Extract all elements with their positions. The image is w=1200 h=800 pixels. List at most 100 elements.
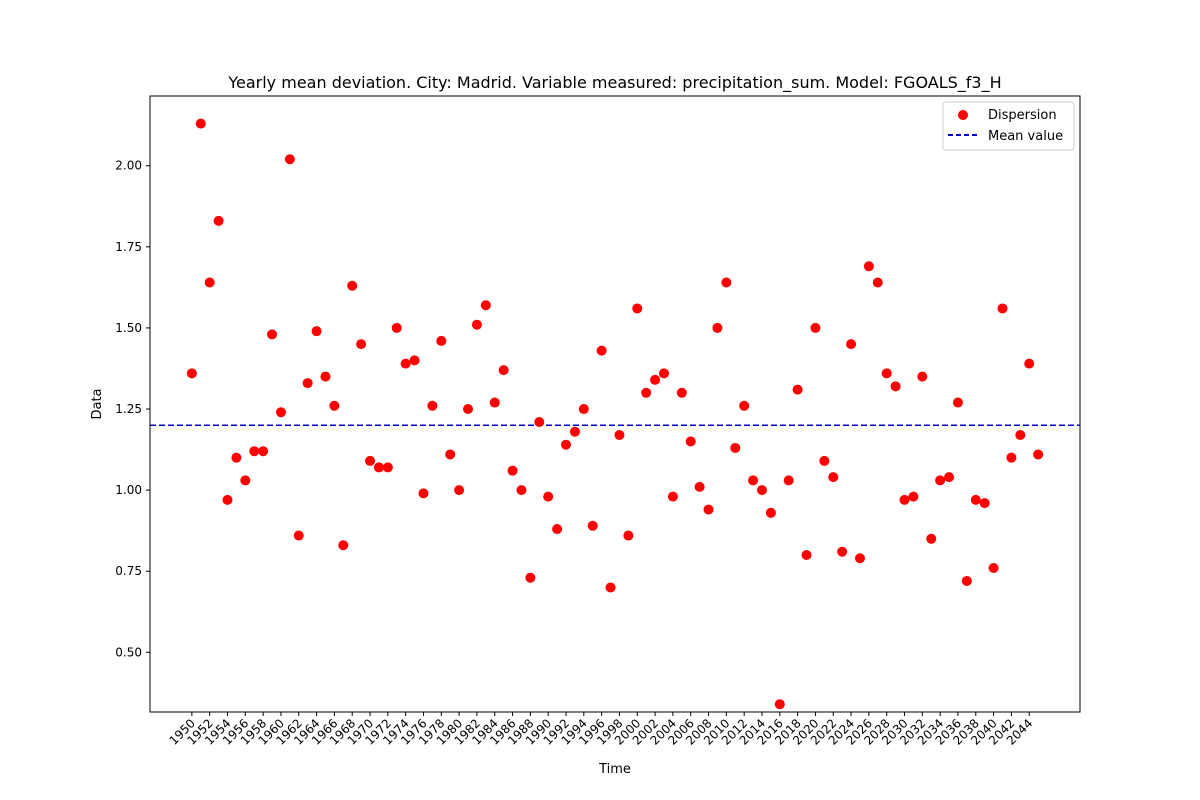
legend-label-dispersion: Dispersion xyxy=(988,108,1057,123)
y-tick-label: 2.00 xyxy=(115,159,142,173)
data-point xyxy=(578,404,589,415)
data-point xyxy=(1033,449,1044,460)
data-point xyxy=(970,494,981,505)
x-axis-label: Time xyxy=(598,762,631,777)
data-point xyxy=(329,400,340,411)
data-point xyxy=(418,488,429,499)
data-point xyxy=(498,365,509,376)
data-point xyxy=(213,215,224,226)
data-point xyxy=(935,475,946,486)
y-axis-label: Data xyxy=(90,388,105,419)
legend-label-mean: Mean value xyxy=(988,129,1063,144)
data-point xyxy=(658,368,669,379)
data-point xyxy=(605,582,616,593)
data-point xyxy=(587,520,598,531)
data-point xyxy=(988,562,999,573)
y-tick-label: 1.25 xyxy=(115,402,142,416)
data-point xyxy=(1024,358,1035,369)
data-point xyxy=(454,485,465,496)
data-point xyxy=(445,449,456,460)
data-point xyxy=(249,446,260,457)
data-point xyxy=(382,462,393,473)
y-tick-label: 0.50 xyxy=(115,645,142,659)
data-point xyxy=(685,436,696,447)
data-point xyxy=(890,381,901,392)
data-point xyxy=(543,491,554,502)
data-point xyxy=(712,322,723,333)
y-axis: 0.50 0.75 1.00 1.25 1.50 1.75 2.00 xyxy=(115,159,150,659)
data-point xyxy=(650,374,661,385)
data-point xyxy=(347,280,358,291)
legend-box xyxy=(942,101,1075,151)
data-point xyxy=(338,540,349,551)
data-point xyxy=(614,429,625,440)
plot-frame xyxy=(149,95,1081,713)
data-point xyxy=(480,300,491,311)
data-point xyxy=(373,462,384,473)
data-point xyxy=(507,465,518,476)
data-point xyxy=(881,368,892,379)
data-point xyxy=(204,277,215,288)
data-point xyxy=(222,494,233,505)
data-point xyxy=(748,475,759,486)
data-point xyxy=(596,345,607,356)
x-axis: 1950195219541956195819601962196419661968… xyxy=(166,712,1035,748)
data-point xyxy=(863,261,874,272)
data-point xyxy=(409,355,420,366)
data-point xyxy=(721,277,732,288)
data-point xyxy=(676,387,687,398)
data-point xyxy=(1006,452,1017,463)
data-point xyxy=(961,575,972,586)
data-point xyxy=(703,504,714,515)
data-point xyxy=(427,400,438,411)
data-point xyxy=(320,371,331,382)
data-point xyxy=(311,326,322,337)
data-point xyxy=(471,319,482,330)
data-point xyxy=(810,322,821,333)
data-point xyxy=(436,335,447,346)
data-point xyxy=(917,371,928,382)
data-point xyxy=(774,699,785,710)
data-point xyxy=(819,455,830,466)
data-point xyxy=(908,491,919,502)
y-tick-label: 0.75 xyxy=(115,564,142,578)
data-point xyxy=(186,368,197,379)
data-point xyxy=(569,426,580,437)
data-point xyxy=(195,118,206,129)
data-point xyxy=(365,455,376,466)
data-point xyxy=(765,507,776,518)
data-point xyxy=(952,397,963,408)
data-point xyxy=(240,475,251,486)
data-point xyxy=(872,277,883,288)
data-point xyxy=(730,442,741,453)
data-point xyxy=(756,485,767,496)
data-point xyxy=(632,303,643,314)
y-tick-label: 1.50 xyxy=(115,321,142,335)
data-point xyxy=(739,400,750,411)
legend-marker-dispersion xyxy=(958,110,968,120)
data-point xyxy=(258,446,269,457)
chart-title: Yearly mean deviation. City: Madrid. Var… xyxy=(227,73,1001,93)
data-point xyxy=(997,303,1008,314)
data-point xyxy=(792,384,803,395)
legend: Dispersion Mean value xyxy=(942,101,1075,151)
data-point xyxy=(837,546,848,557)
y-tick-label: 1.00 xyxy=(115,483,142,497)
data-point xyxy=(641,387,652,398)
data-point xyxy=(801,549,812,560)
data-point xyxy=(231,452,242,463)
data-point xyxy=(667,491,678,502)
data-point xyxy=(783,475,794,486)
data-point xyxy=(854,553,865,564)
plot-area xyxy=(150,118,1080,710)
data-point xyxy=(516,485,527,496)
data-point xyxy=(944,472,955,483)
data-point xyxy=(293,530,304,541)
data-point xyxy=(534,417,545,428)
data-point xyxy=(846,339,857,350)
data-point xyxy=(552,524,563,535)
data-point xyxy=(356,339,367,350)
data-point xyxy=(926,533,937,544)
data-point xyxy=(302,378,313,389)
